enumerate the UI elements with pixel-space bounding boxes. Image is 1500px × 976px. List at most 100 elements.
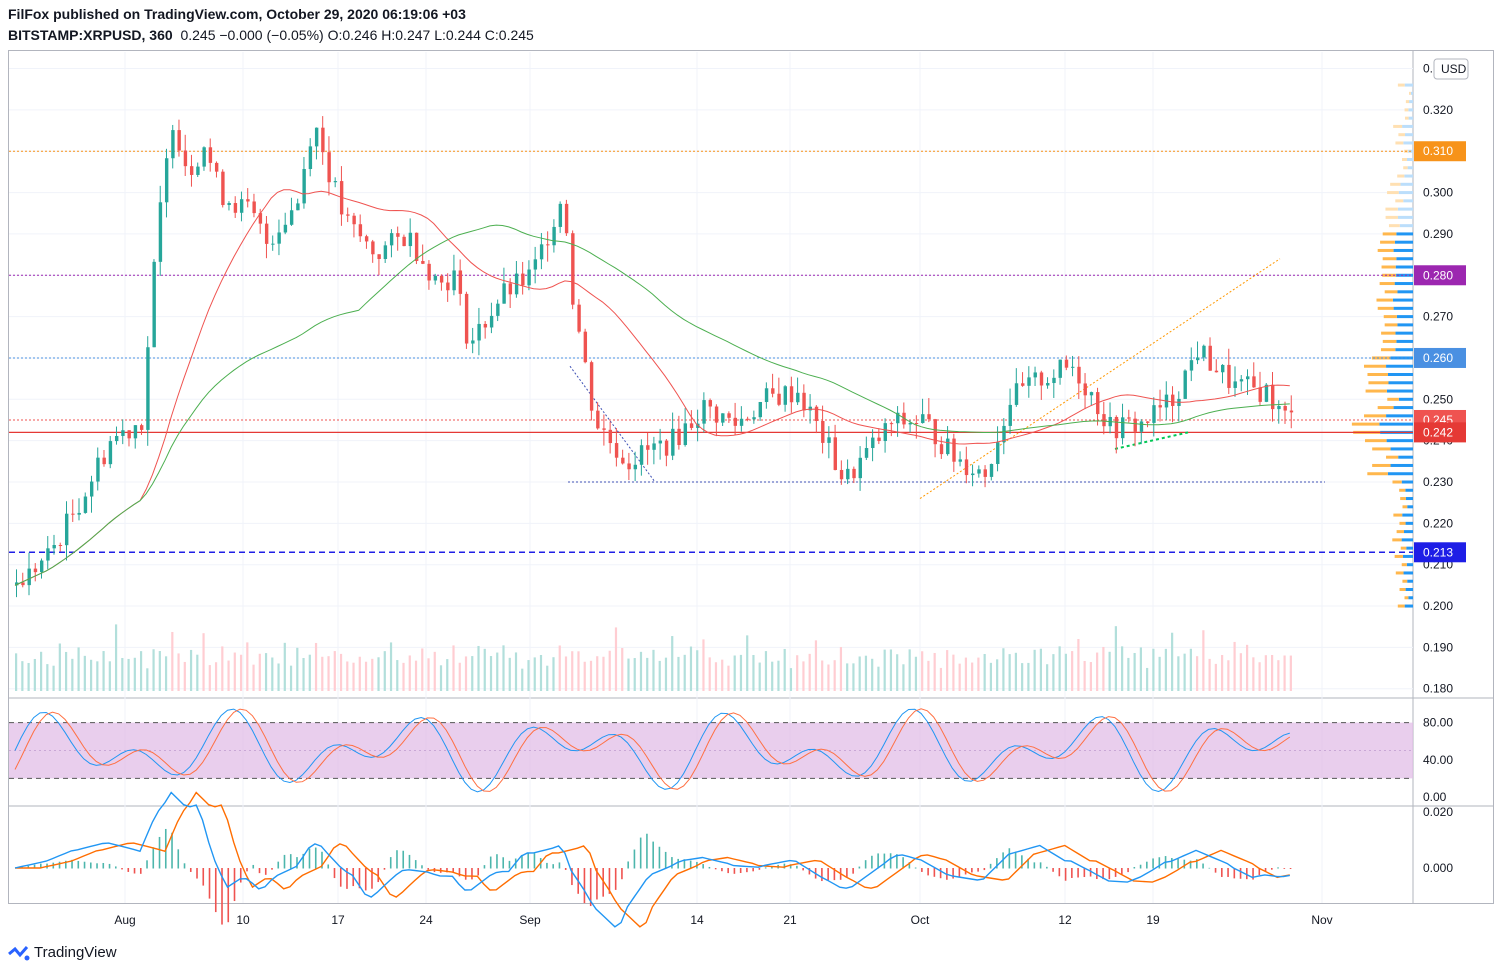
candle	[239, 199, 244, 213]
volume-bar	[1258, 662, 1261, 691]
macd-histogram-bar	[377, 868, 380, 883]
macd-histogram-bar	[1139, 864, 1142, 869]
volume-bar	[589, 660, 593, 691]
macd-histogram-bar	[508, 860, 511, 869]
volume-bar	[133, 657, 136, 691]
macd-histogram-bar	[1008, 848, 1011, 869]
macd-histogram-bar	[521, 854, 523, 869]
volume-profile-bar	[1387, 472, 1413, 476]
volume-profile-bar	[1403, 141, 1413, 145]
volume-profile-bar	[1398, 133, 1405, 137]
candle	[127, 430, 131, 439]
macd-histogram-bar	[608, 868, 611, 894]
volume-profile-bar	[1401, 480, 1413, 484]
volume-bar	[458, 662, 461, 691]
macd-histogram-bar	[152, 847, 155, 869]
stochastic-tick: 80.00	[1423, 716, 1453, 730]
volume-bar	[852, 663, 855, 691]
candle	[971, 473, 975, 476]
volume-profile-bar	[1395, 141, 1404, 145]
volume-profile-bar	[1384, 323, 1398, 327]
volume-bar	[989, 662, 993, 691]
volume-bar	[1252, 657, 1255, 691]
candle	[371, 241, 375, 255]
macd-histogram-bar	[1127, 868, 1129, 873]
volume-profile-bar	[1372, 447, 1391, 451]
candle	[264, 223, 269, 244]
volume-bar	[108, 661, 111, 691]
volume-bar	[1102, 646, 1105, 691]
volume-profile-bar	[1394, 240, 1413, 244]
volume-bar	[27, 662, 30, 691]
volume-bar	[964, 657, 968, 691]
macd-histogram-bar	[246, 868, 248, 872]
volume-bar	[902, 664, 905, 691]
macd-histogram-bar	[958, 868, 961, 877]
macd-histogram-bar	[971, 868, 973, 873]
volume-profile-bar	[1372, 463, 1391, 467]
candle	[1152, 405, 1156, 423]
price-tick: 0.270	[1423, 310, 1453, 324]
macd-histogram-bar	[821, 868, 823, 882]
symbol-label[interactable]: BITSTAMP:XRPUSD, 360	[8, 27, 173, 43]
volume-profile-bar	[1396, 273, 1413, 277]
candle	[1102, 414, 1106, 427]
volume-bar	[752, 654, 755, 691]
volume-profile-bar	[1404, 108, 1409, 112]
candle	[214, 162, 219, 172]
candle	[864, 448, 869, 458]
volume-profile-bar	[1392, 298, 1413, 302]
footer-brand[interactable]: TradingView	[8, 944, 117, 961]
macd-histogram-bar	[33, 864, 36, 869]
candle	[896, 412, 900, 424]
chart-frame[interactable]	[8, 50, 1494, 904]
volume-profile-bar	[1393, 124, 1403, 128]
volume-bar	[689, 646, 693, 691]
macd-histogram-bar	[208, 868, 211, 899]
volume-profile-bar	[1407, 505, 1413, 509]
macd-histogram-bar	[414, 860, 417, 869]
volume-bar	[777, 660, 780, 691]
macd-histogram-bar	[689, 860, 692, 869]
currency-button-box	[1433, 58, 1469, 80]
volume-bar	[833, 660, 836, 691]
candle	[852, 468, 856, 479]
volume-bar	[627, 658, 630, 691]
currency-button[interactable]: USD	[1433, 58, 1469, 80]
volume-profile-bar	[1395, 199, 1404, 203]
candle	[602, 428, 606, 430]
macd-histogram-bar	[227, 868, 230, 923]
volume-bar	[283, 642, 286, 691]
candle	[771, 388, 775, 394]
candle	[939, 444, 944, 455]
candle	[46, 548, 50, 561]
macd-histogram-bar	[627, 861, 629, 869]
volume-bar	[302, 658, 305, 691]
volume-bar	[1239, 653, 1242, 691]
volume-bar	[702, 639, 705, 691]
volume-profile-bar	[1396, 530, 1404, 534]
volume-profile-bar	[1399, 488, 1406, 492]
macd-tick: 0.020	[1423, 805, 1453, 819]
volume-profile-bar	[1383, 315, 1397, 319]
volume-bar	[96, 661, 99, 691]
volume-bar	[1121, 646, 1124, 691]
volume-profile-bar	[1363, 364, 1387, 368]
macd-histogram-bar	[683, 859, 686, 869]
candle	[58, 544, 63, 546]
macd-histogram-bar	[383, 868, 386, 870]
volume-bar	[239, 654, 243, 691]
candle	[1264, 384, 1269, 402]
volume-bar	[296, 647, 299, 691]
macd-histogram-bar	[1152, 858, 1154, 869]
candle	[958, 459, 962, 462]
volume-profile-bar	[1406, 563, 1413, 567]
macd-histogram-bar	[677, 858, 679, 869]
volume-profile-bar	[1398, 191, 1413, 195]
volume-bar	[639, 651, 643, 691]
candle	[271, 243, 275, 245]
volume-profile-bar	[1405, 100, 1410, 104]
macd-histogram-bar	[896, 854, 898, 869]
volume-profile-bar	[1399, 224, 1413, 228]
